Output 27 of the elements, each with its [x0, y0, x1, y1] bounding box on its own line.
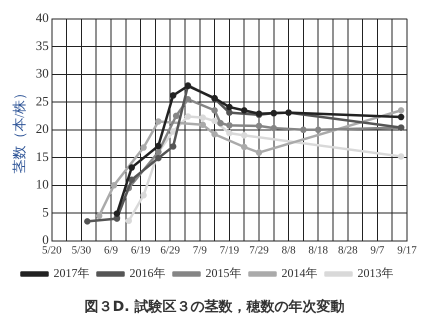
text: 図３D. 試験区３の茎数，穂数の年次変動 — [84, 298, 346, 316]
y-tick-label: 40 — [36, 10, 49, 26]
y-tick-label: 5 — [42, 204, 49, 220]
x-tick-label: 8/28 — [338, 244, 358, 256]
legend-label: 2014年 — [282, 266, 318, 280]
x-tick-label: 6/19 — [130, 244, 151, 256]
x-tick-label: 7/19 — [220, 244, 240, 256]
y-tick-label: 35 — [36, 38, 49, 53]
legend-label: 2016年 — [130, 266, 166, 280]
y-tick-label: 20 — [36, 121, 49, 136]
y-axis-title: 茎数（本/株） — [12, 86, 28, 174]
x-tick-label: 9/7 — [370, 244, 385, 256]
y-tick-label: 15 — [36, 148, 49, 164]
x-tick-label: 9/17 — [397, 244, 418, 256]
x-tick-label: 8/18 — [308, 244, 328, 256]
x-tick-label: 7/29 — [249, 244, 270, 256]
legend-label: 2015年 — [206, 266, 242, 280]
x-tick-label: 5/30 — [72, 244, 92, 256]
y-tick-label: 30 — [36, 66, 49, 81]
x-tick-label: 8/8 — [282, 244, 296, 256]
legend-label: 2013年 — [358, 266, 394, 280]
y-tick-label: 10 — [36, 176, 49, 192]
y-tick-label: 25 — [36, 93, 49, 108]
x-tick-label: 7/9 — [192, 244, 208, 256]
x-tick-label: 6/29 — [160, 244, 180, 256]
x-tick-label: 6/9 — [104, 244, 119, 256]
legend-label: 2017年 — [54, 266, 90, 280]
